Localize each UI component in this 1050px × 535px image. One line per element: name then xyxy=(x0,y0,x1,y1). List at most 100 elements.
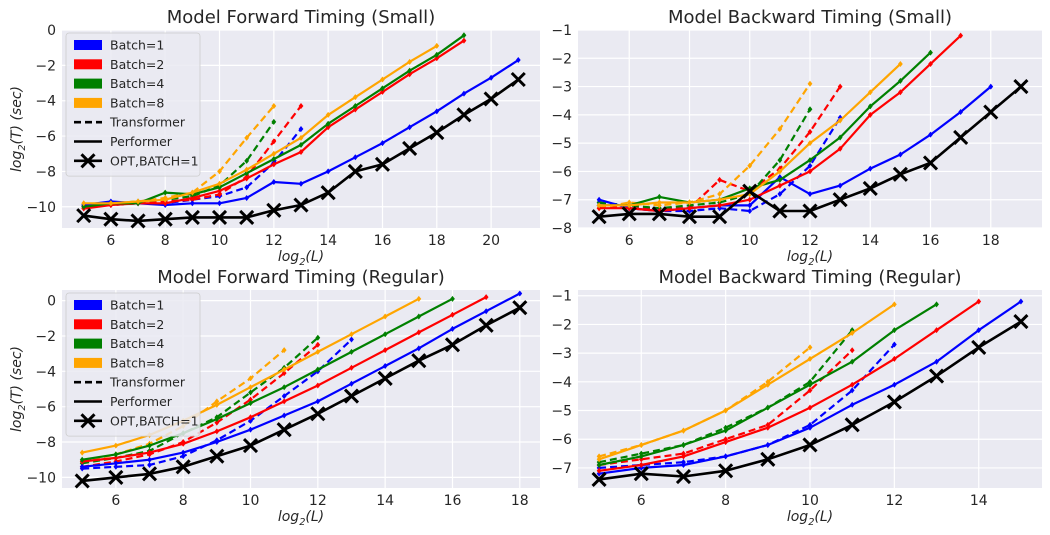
diamond-marker xyxy=(807,168,813,175)
diamond-marker xyxy=(687,199,692,206)
diamond-marker xyxy=(407,58,413,65)
x-marker xyxy=(886,394,902,410)
diamond-marker xyxy=(315,334,321,341)
diamond-marker xyxy=(681,441,686,448)
diamond-marker xyxy=(113,451,119,458)
diamond-marker xyxy=(349,336,354,343)
x-marker xyxy=(922,155,939,171)
x-marker xyxy=(239,209,255,225)
x-axis-label: log2(L) xyxy=(787,249,833,268)
y-tick-label: −7 xyxy=(551,461,572,477)
diamond-marker xyxy=(837,145,843,152)
performer-series-line xyxy=(83,44,438,205)
diamond-marker xyxy=(747,202,753,209)
chart-title: Model Forward Timing (Small) xyxy=(167,7,435,28)
diamond-marker xyxy=(281,398,287,405)
diamond-marker xyxy=(298,126,304,132)
diamond-marker xyxy=(214,416,220,423)
diamond-marker xyxy=(807,344,813,351)
x-marker xyxy=(402,140,418,157)
x-tick-label: 16 xyxy=(444,493,462,509)
x-marker xyxy=(621,206,637,222)
diamond-marker xyxy=(807,162,813,169)
diamond-marker xyxy=(81,200,87,207)
x-marker xyxy=(760,451,776,467)
diamond-marker xyxy=(897,89,903,96)
diamond-marker xyxy=(349,364,354,371)
x-marker xyxy=(510,71,526,88)
performer-series-line xyxy=(82,297,454,461)
diamond-marker xyxy=(638,441,644,448)
y-tick-label: −2 xyxy=(551,317,572,333)
diamond-marker xyxy=(867,111,873,118)
x-tick-label: 20 xyxy=(482,233,500,249)
diamond-marker xyxy=(248,400,253,407)
legend-patch xyxy=(74,300,102,310)
diamond-marker xyxy=(113,454,119,461)
diamond-marker xyxy=(849,401,855,408)
diamond-marker xyxy=(271,156,277,163)
y-tick-label: −10 xyxy=(26,470,56,486)
figure-bottom-margin xyxy=(0,527,1050,535)
diamond-marker xyxy=(837,117,843,124)
diamond-marker xyxy=(244,157,250,164)
diamond-marker xyxy=(349,331,354,338)
y-tick-label: −1 xyxy=(551,23,572,39)
y-tick-label: −3 xyxy=(551,80,572,96)
x-marker xyxy=(184,209,200,225)
diamond-marker xyxy=(687,205,692,212)
diamond-marker xyxy=(891,381,897,388)
diamond-marker xyxy=(162,196,168,203)
diamond-marker xyxy=(352,103,358,110)
diamond-marker xyxy=(180,453,186,460)
diamond-marker xyxy=(81,203,87,210)
legend-x-marker xyxy=(80,153,96,169)
diamond-marker xyxy=(217,168,222,175)
diamond-marker xyxy=(79,449,85,456)
diamond-marker xyxy=(298,180,304,187)
diamond-marker xyxy=(807,424,813,431)
diamond-marker xyxy=(271,118,277,125)
diamond-marker xyxy=(79,463,85,470)
diamond-marker xyxy=(325,111,331,118)
diamond-marker xyxy=(217,180,222,187)
diamond-marker xyxy=(108,200,114,207)
diamond-marker xyxy=(349,348,354,355)
legend-patch xyxy=(74,40,102,50)
legend-entry-label: Batch=4 xyxy=(110,336,164,351)
diamond-marker xyxy=(807,355,813,362)
diamond-marker xyxy=(891,301,897,308)
diamond-marker xyxy=(777,157,783,164)
diamond-marker xyxy=(244,170,250,177)
legend: Batch=1 Batch=2 Batch=4 Batch=8 Transformer P… xyxy=(65,292,201,437)
diamond-marker xyxy=(891,341,897,348)
y-tick-label: −7 xyxy=(551,193,572,209)
x-marker xyxy=(862,180,878,196)
x-marker xyxy=(478,317,494,333)
performer-series-line xyxy=(598,300,980,472)
diamond-marker xyxy=(244,166,250,173)
x-marker xyxy=(892,166,908,182)
diamond-marker xyxy=(807,157,813,164)
diamond-marker xyxy=(214,419,220,426)
chart-title: Model Forward Timing (Regular) xyxy=(157,267,445,288)
diamond-marker xyxy=(934,327,939,334)
diamond-marker xyxy=(434,42,440,49)
diamond-marker xyxy=(281,412,287,419)
diamond-marker xyxy=(765,424,771,431)
transformer-series-line xyxy=(83,105,275,207)
transformer-series-line xyxy=(83,121,275,207)
diamond-marker xyxy=(867,103,873,110)
x-tick-label: 6 xyxy=(625,233,634,249)
chart-panel-3: 6 8 10 12 14 16 18 0 −2 −4 −6 −8 −10 Model Forward Ti… xyxy=(9,267,540,528)
x-tick-label: 14 xyxy=(861,233,879,249)
diamond-marker xyxy=(271,161,277,168)
diamond-marker xyxy=(807,128,813,135)
x-marker xyxy=(242,438,259,454)
y-tick-label: −6 xyxy=(551,432,572,448)
diamond-marker xyxy=(248,426,253,433)
x-tick-label: 14 xyxy=(376,493,394,509)
x-tick-label: 10 xyxy=(211,233,229,249)
diamond-marker xyxy=(298,148,304,155)
y-tick-label: −4 xyxy=(551,375,572,391)
